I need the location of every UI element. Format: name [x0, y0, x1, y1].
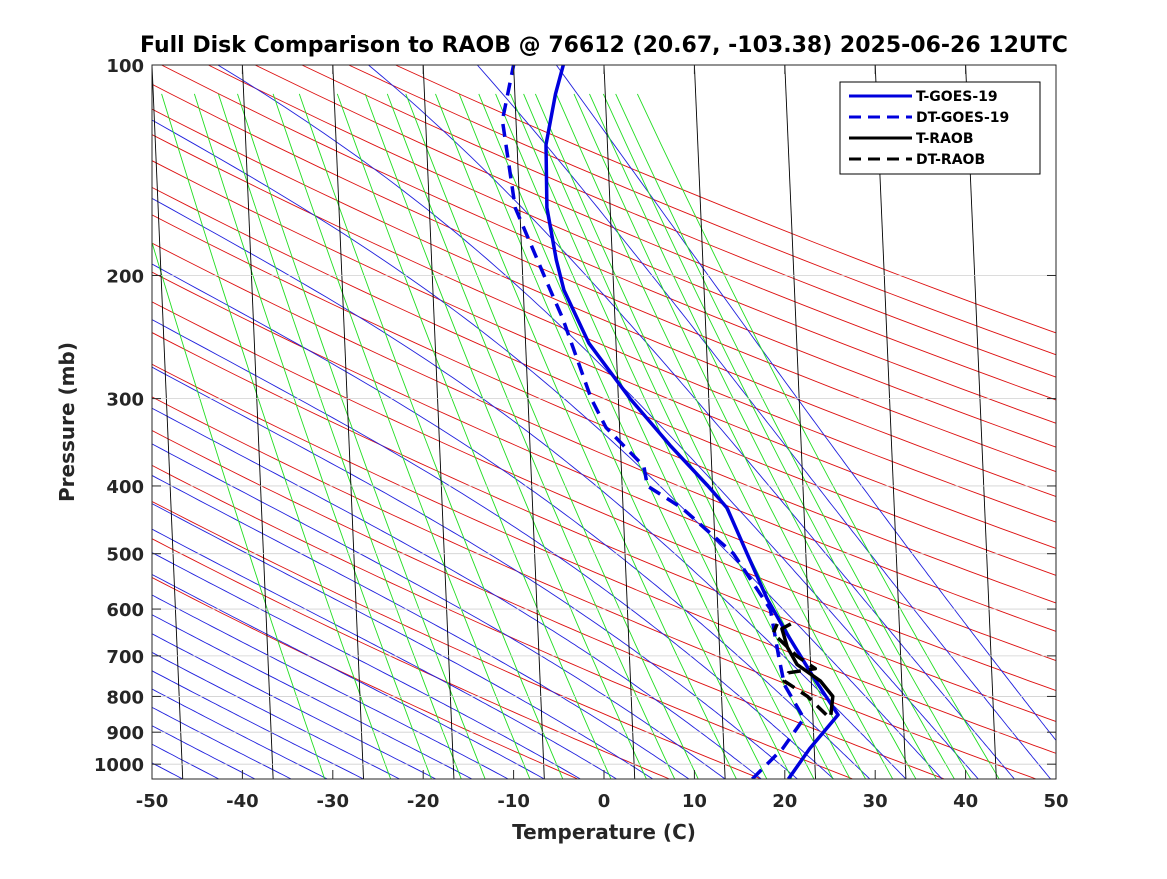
isotherm-line — [604, 65, 635, 779]
isotherm-line — [0, 65, 2, 779]
x-tick-labels: -50 -40 -30 -20 -10 0 10 20 30 40 50 — [136, 65, 1069, 812]
x-tick-label: 50 — [1043, 791, 1068, 812]
y-tick-label: 800 — [106, 687, 144, 708]
x-tick-label: -10 — [497, 791, 530, 812]
x-axis-label: Temperature (C) — [512, 820, 696, 844]
y-tick-label: 600 — [106, 600, 144, 621]
y-axis-label: Pressure (mb) — [55, 342, 79, 502]
mixing-ratio-line — [238, 94, 486, 779]
x-tick-label: -20 — [407, 791, 440, 812]
x-tick-label: 10 — [682, 791, 707, 812]
legend-label-t-raob: T-RAOB — [916, 131, 974, 147]
moist-adiabat-line — [0, 65, 725, 779]
moist-adiabat-line — [0, 65, 291, 779]
y-tick-label: 1000 — [94, 755, 144, 776]
moist-adiabat-line — [0, 65, 689, 779]
mixing-ratio-line — [108, 94, 324, 779]
moist-adiabat-line — [0, 65, 581, 779]
y-tick-label: 500 — [106, 545, 144, 566]
y-tick-label: 300 — [106, 390, 144, 411]
chart-title: Full Disk Comparison to RAOB @ 76612 (20… — [140, 33, 1068, 58]
legend-label-t-goes: T-GOES-19 — [916, 89, 998, 105]
y-tick-label: 100 — [106, 56, 144, 77]
legend-label-dt-raob: DT-RAOB — [916, 152, 985, 168]
moist-adiabat-line — [0, 65, 870, 779]
legend-label-dt-goes: DT-GOES-19 — [916, 110, 1009, 126]
x-tick-label: 30 — [863, 791, 888, 812]
mixing-ratio-line — [218, 94, 461, 779]
legend: T-GOES-19 DT-GOES-19 T-RAOB DT-RAOB — [840, 82, 1040, 174]
y-tick-label: 400 — [106, 477, 144, 498]
isotherm-line — [1146, 65, 1167, 779]
moist-adiabat-line — [0, 65, 906, 779]
isotherm-line — [333, 65, 364, 779]
isotherm-line — [423, 65, 454, 779]
moist-adiabat-line — [0, 65, 183, 779]
x-tick-label: 20 — [772, 791, 797, 812]
x-tick-label: -40 — [226, 791, 259, 812]
y-tick-label: 200 — [106, 266, 144, 287]
mixing-ratio-line — [387, 94, 674, 779]
mixing-ratio-line — [574, 94, 916, 779]
x-tick-label: -50 — [136, 791, 169, 812]
mixing-ratio-line — [273, 94, 530, 779]
mixing-ratio-line — [590, 94, 937, 779]
moist-adiabat-line — [0, 65, 617, 779]
moist-adiabat-line — [0, 65, 798, 779]
mixing-ratio-line — [637, 94, 999, 779]
y-tick-label: 700 — [106, 647, 144, 668]
mixing-ratio-line — [510, 94, 833, 779]
x-tick-label: -30 — [317, 791, 350, 812]
moist-adiabat-line — [0, 65, 255, 779]
y-tick-label: 900 — [106, 723, 144, 744]
isotherm-line — [1056, 65, 1087, 779]
mixing-ratio-line — [337, 94, 611, 779]
isotherm-line — [242, 65, 273, 779]
x-tick-label: 40 — [953, 791, 978, 812]
x-tick-label: 0 — [598, 791, 611, 812]
